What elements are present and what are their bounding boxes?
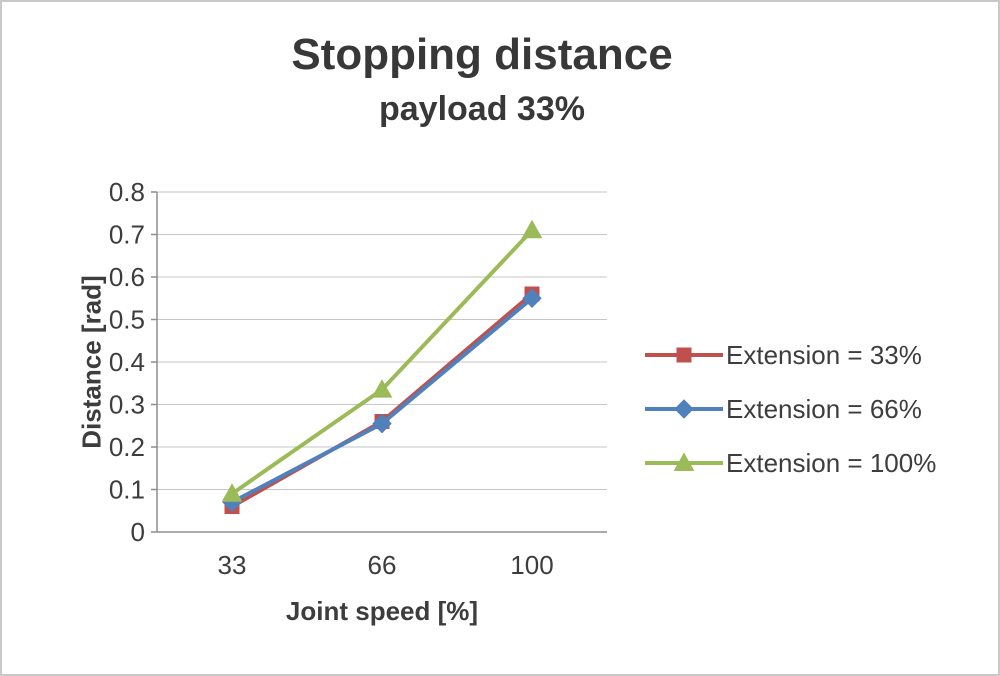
y-tick-label: 0.6 <box>109 262 145 292</box>
y-axis-title: Distance [rad] <box>76 275 107 449</box>
legend-marker <box>673 452 695 471</box>
chart-subtitle: payload 33% <box>379 90 585 128</box>
legend-item: Extension = 66% <box>644 388 936 430</box>
chart-title: Stopping distance <box>291 30 673 79</box>
y-tick-label: 0.8 <box>109 177 145 207</box>
legend-item: Extension = 33% <box>644 334 936 376</box>
y-tick-label: 0.2 <box>109 432 145 462</box>
legend: Extension = 33% Extension = 66% Extensio… <box>644 334 936 484</box>
y-tick-label: 0.7 <box>109 220 145 250</box>
legend-item: Extension = 100% <box>644 442 936 484</box>
data-point-marker-series-1 <box>372 413 392 434</box>
legend-marker <box>676 347 692 363</box>
data-point-marker-series-2 <box>521 219 543 239</box>
y-tick-label: 0.4 <box>109 347 145 377</box>
legend-marker <box>674 399 694 419</box>
y-tick-label: 0.3 <box>109 390 145 420</box>
data-point-marker-series-2 <box>221 483 243 502</box>
x-axis-title: Joint speed [%] <box>285 596 479 626</box>
x-tick-label: 100 <box>510 550 553 580</box>
data-point-marker-series-2 <box>371 379 393 398</box>
legend-label: Extension = 100% <box>726 447 937 478</box>
data-point-marker-series-1 <box>522 288 542 308</box>
y-tick-label: 0 <box>131 517 145 547</box>
legend-label: Extension = 66% <box>726 393 922 424</box>
series-line-1 <box>230 296 534 505</box>
legend-key-extension-100-icon <box>645 452 723 471</box>
y-tick-label: 0.5 <box>109 305 145 335</box>
series-line-0 <box>230 292 534 509</box>
legend-key-extension-33-icon <box>645 347 723 363</box>
x-tick-label: 33 <box>218 550 247 580</box>
x-tick-label: 66 <box>368 550 397 580</box>
y-tick-label: 0.1 <box>109 475 145 505</box>
legend-label: Extension = 33% <box>726 339 922 370</box>
legend-key-extension-66-icon <box>645 399 723 419</box>
